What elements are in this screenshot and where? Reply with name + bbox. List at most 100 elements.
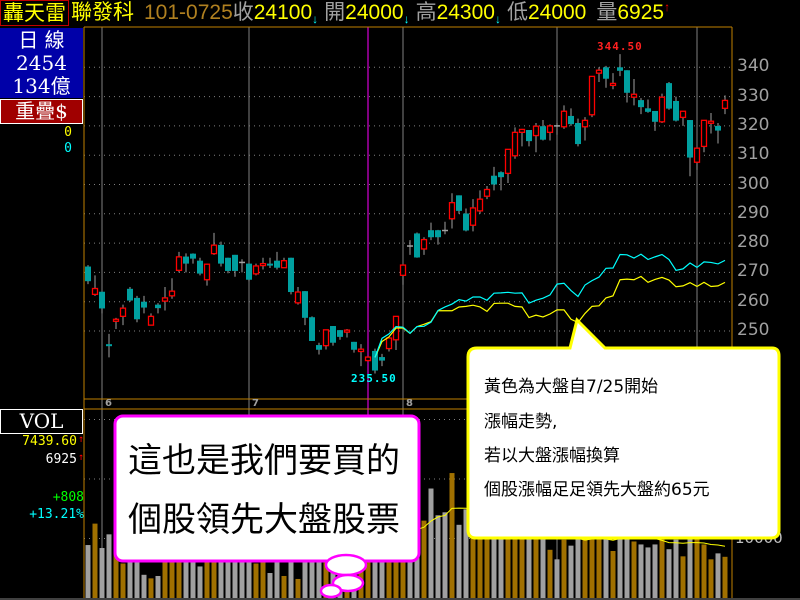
price-tick-label: 250 xyxy=(737,320,770,340)
volume-bar xyxy=(162,550,168,598)
candle-up xyxy=(210,244,218,255)
volume-bar xyxy=(127,541,133,598)
volume-bar xyxy=(540,538,546,598)
candle-up xyxy=(581,119,589,128)
candle-down xyxy=(603,67,609,79)
volume-bar xyxy=(610,550,616,598)
volume-bar xyxy=(547,549,553,598)
candle-up xyxy=(322,329,330,347)
candle-down xyxy=(687,120,693,158)
high-value: 24300 xyxy=(436,1,495,24)
candle-down xyxy=(218,244,224,264)
candle-down xyxy=(99,291,105,309)
up-arrow-icon: ↑ xyxy=(77,434,84,445)
volume-bar xyxy=(505,508,511,598)
volume-bar xyxy=(533,526,539,598)
candle-up xyxy=(399,264,407,276)
thought-bubble-small xyxy=(319,583,343,599)
low-label: 低 xyxy=(506,1,528,24)
candle-up xyxy=(693,147,701,163)
candle-up xyxy=(280,260,288,269)
thought-bubble-large xyxy=(324,553,368,577)
high-label: 高 xyxy=(415,1,437,24)
volume-bar xyxy=(267,573,273,598)
month-label: 8 xyxy=(406,398,413,409)
candle-down xyxy=(330,326,336,343)
volume-bar xyxy=(687,526,693,598)
volume-bar xyxy=(134,544,140,598)
candle-down xyxy=(190,253,196,259)
stock-overlay-line xyxy=(374,253,726,358)
volume-bar xyxy=(484,520,490,598)
pink-callout-line-1: 這也是我們要買的 xyxy=(128,441,400,481)
candle-up xyxy=(721,99,729,109)
overlay-button[interactable]: 重疊$ xyxy=(0,99,83,124)
volume-bar xyxy=(155,575,161,598)
candle-up xyxy=(511,131,519,157)
open-value: 24000 xyxy=(345,1,404,24)
period-label: 日 線 xyxy=(18,28,65,52)
candle-up xyxy=(658,96,666,123)
volume-bar xyxy=(379,544,385,598)
candle-up xyxy=(112,318,120,322)
candle-down xyxy=(309,317,315,341)
candle-up xyxy=(700,119,708,148)
candle-down xyxy=(141,301,147,308)
overlay-value-a: 0 xyxy=(64,125,72,140)
volume-bar xyxy=(197,566,203,598)
volume-bar xyxy=(568,545,574,598)
volume-bar xyxy=(169,544,175,598)
candle-up xyxy=(448,202,456,220)
low-value: 24000 xyxy=(527,1,587,24)
stock-name: 聯發科 xyxy=(71,1,134,24)
candle-down xyxy=(414,233,420,258)
stock-code: 2454 xyxy=(16,51,67,75)
candle-up xyxy=(518,128,526,133)
volume-bar xyxy=(617,532,623,598)
candle-up xyxy=(546,125,554,133)
volume-bar xyxy=(722,556,728,598)
vol-today-value: 6925 xyxy=(45,452,77,467)
volume-bar xyxy=(519,532,525,598)
strategy-badge[interactable]: 轟天雷 xyxy=(0,0,69,26)
volume-bar xyxy=(113,544,119,598)
volume-bar xyxy=(582,538,588,598)
high-price-label: 344.50 xyxy=(597,40,643,53)
volume-bar xyxy=(295,578,301,598)
volume-bar xyxy=(708,559,714,598)
down-arrow-icon: ↓ xyxy=(312,12,319,26)
volume-bar xyxy=(330,550,336,598)
volume-bar xyxy=(477,508,483,598)
price-change: +808 xyxy=(52,490,84,505)
vol-indicator-label[interactable]: VOL xyxy=(0,409,83,434)
volume-bar xyxy=(414,532,420,598)
candle-down xyxy=(127,288,133,301)
candle-down xyxy=(617,67,623,71)
candle-down xyxy=(491,175,497,185)
volume-bar xyxy=(659,538,665,598)
month-label: 7 xyxy=(252,398,259,409)
candle-down xyxy=(638,100,644,108)
candle-up xyxy=(504,148,512,175)
period-selector[interactable]: 日 線 2454 134億 xyxy=(0,28,83,98)
volume-bar xyxy=(603,538,609,598)
candle-up xyxy=(469,207,477,226)
price-tick-label: 300 xyxy=(737,173,770,194)
price-tick-label: 320 xyxy=(737,114,770,135)
candle-down xyxy=(652,110,658,122)
volume-bar xyxy=(652,544,658,598)
yellow-callout-line-2: 漲幅走勢, xyxy=(484,412,558,432)
yellow-callout-line-1: 黃色為大盤自7/25開始 xyxy=(484,377,659,397)
volume-bar xyxy=(106,534,112,598)
candle-down xyxy=(645,108,651,112)
volume-bar xyxy=(575,532,581,598)
volume-bar xyxy=(141,574,147,598)
candle-down xyxy=(666,83,672,109)
volume-bar xyxy=(589,520,595,598)
down-arrow-icon: ↓ xyxy=(494,12,501,26)
candle-down xyxy=(498,172,504,178)
down-arrow-icon: ↓ xyxy=(403,12,410,26)
price-tick-label: 340 xyxy=(737,56,770,77)
price-tick-label: 260 xyxy=(737,290,770,311)
candle-up xyxy=(294,291,302,304)
